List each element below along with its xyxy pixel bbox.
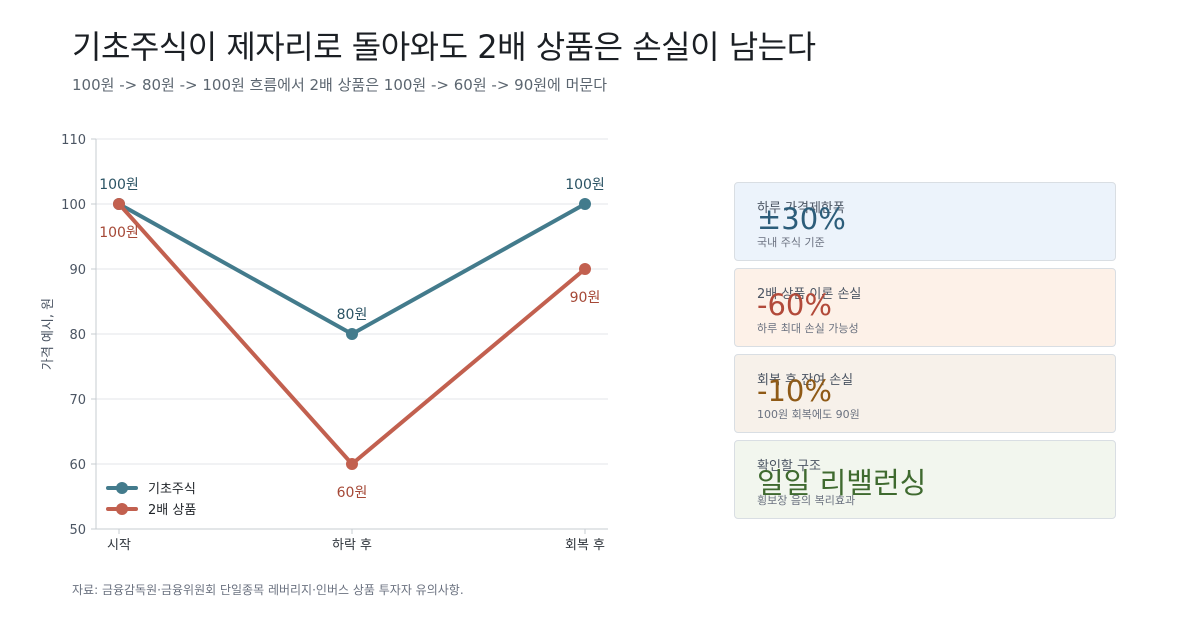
legend-swatch-marker: [116, 503, 128, 515]
y-tick-label: 90: [69, 263, 86, 278]
card-value: -10%: [757, 374, 832, 408]
card-note: 하루 최대 손실 가능성: [757, 322, 859, 335]
data-label: 80원: [337, 307, 368, 323]
card-value: 일일 리밸런싱: [757, 466, 927, 500]
data-label: 100원: [99, 177, 139, 193]
y-tick-label: 100: [61, 198, 86, 213]
data-point: [346, 328, 358, 340]
y-tick-label: 80: [69, 328, 86, 343]
price-line-chart: 50 60 70 80 90 100 110 시작 하락 후 회복 후 가격 예시, 원 100원 80…: [41, 133, 608, 553]
y-axis-label: 가격 예시, 원: [41, 298, 56, 370]
card-value: -60%: [757, 288, 832, 322]
card-theoretical-loss: 2배 상품 이론 손실 -60% 하루 최대 손실 가능성: [734, 268, 1116, 347]
data-point: [579, 263, 591, 275]
data-point: [579, 198, 591, 210]
card-label: 회복 후 잔여 손실: [757, 373, 854, 388]
data-label: 60원: [337, 485, 368, 501]
card-label: 확인할 구조: [757, 459, 821, 474]
card-label: 2배 상품 이론 손실: [757, 287, 862, 302]
legend-label: 기초주식: [148, 482, 196, 497]
x-tick-label: 하락 후: [332, 538, 372, 553]
card-residual-loss: 회복 후 잔여 손실 -10% 100원 회복에도 90원: [734, 354, 1116, 433]
y-tick-label: 50: [69, 523, 86, 538]
card-price-limit: 하루 가격제한폭 ±30% 국내 주식 기준: [734, 182, 1116, 261]
card-note: 횡보장 음의 복리효과: [757, 494, 856, 507]
y-tick-label: 110: [61, 133, 86, 148]
card-note: 100원 회복에도 90원: [757, 408, 860, 421]
card-note: 국내 주식 기준: [757, 236, 825, 249]
data-label: 100원: [565, 177, 605, 193]
source-note: 자료: 금융감독원·금융위원회 단일종목 레버리지·인버스 상품 투자자 유의사…: [72, 583, 464, 597]
x-tick-label: 시작: [107, 538, 131, 553]
page-title: 기초주식이 제자리로 돌아와도 2배 상품은 손실이 남는다: [72, 28, 816, 66]
data-point: [113, 198, 125, 210]
page-subtitle: 100원 -> 80원 -> 100원 흐름에서 2배 상품은 100원 -> …: [72, 76, 608, 94]
data-label: 90원: [570, 290, 601, 306]
legend-swatch-marker: [116, 482, 128, 494]
data-point: [346, 458, 358, 470]
card-value: ±30%: [757, 202, 846, 236]
y-tick-label: 70: [69, 393, 86, 408]
card-label: 하루 가격제한폭: [757, 201, 845, 216]
y-tick-label: 60: [69, 458, 86, 473]
legend-label: 2배 상품: [148, 503, 196, 518]
x-tick-label: 회복 후: [565, 538, 605, 553]
data-label: 100원: [99, 225, 139, 241]
card-structure: 확인할 구조 일일 리밸런싱 횡보장 음의 복리효과: [734, 440, 1116, 519]
